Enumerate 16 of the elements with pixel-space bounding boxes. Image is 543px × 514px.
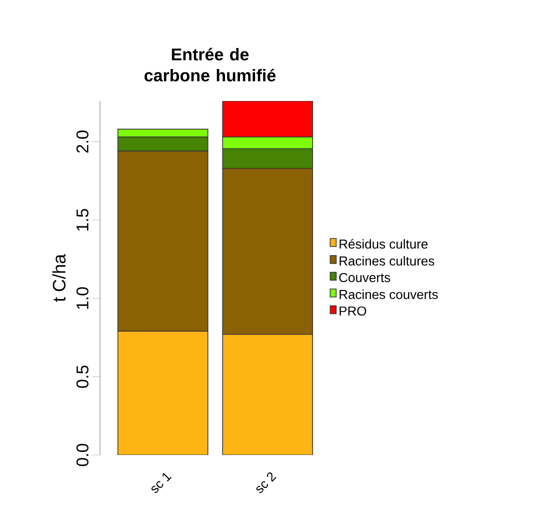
y-axis-title: t C/ha [52,254,66,302]
legend-label: Résidus culture [340,238,428,249]
y-tick-label: 1.5 [76,208,88,231]
y-tick-label: 1.0 [76,287,88,309]
y-tick-label: 0.0 [76,444,88,466]
x-tick-label: sc 1 [151,472,172,493]
x-tick-label: sc 2 [256,472,276,494]
chart-title: Entrée de carbone humifié [144,48,276,82]
y-tick-label: 0.5 [76,366,88,388]
legend-label: Racines couverts [340,290,438,300]
legend-label: Racines cultures [340,256,434,266]
y-tick-label: 2.0 [76,130,88,153]
bar [222,334,314,455]
legend-label: Couverts [339,272,390,282]
legend-label: PRO [340,306,366,316]
bar [117,330,208,455]
